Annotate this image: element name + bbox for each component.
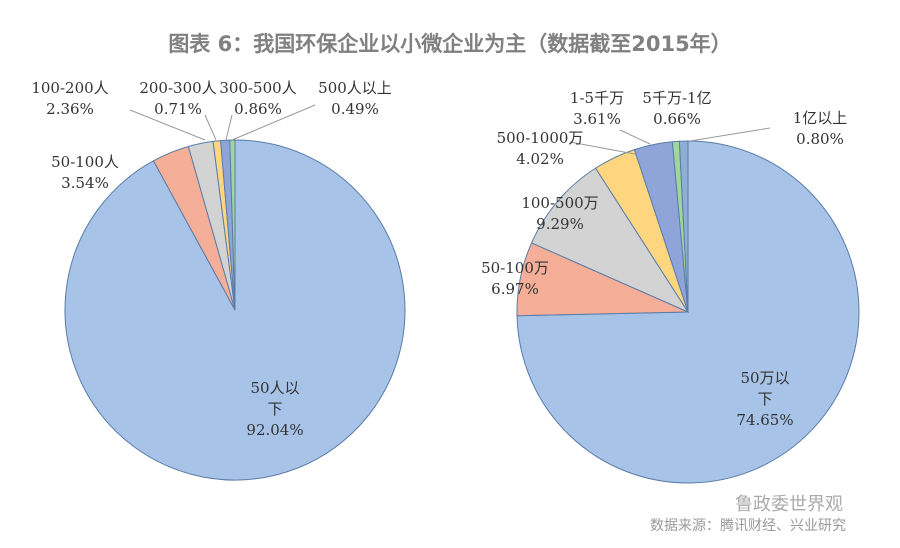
data-label: 300-500人 0.86%: [219, 78, 296, 120]
category-label: 100-500万: [521, 194, 599, 212]
category-label: 200-300人: [139, 79, 217, 97]
value-label: 9.29%: [536, 215, 584, 233]
value-label: 0.71%: [154, 100, 202, 118]
value-label: 0.66%: [653, 110, 701, 128]
category-label: 50-100人: [51, 153, 119, 171]
value-label: 92.04%: [246, 421, 304, 439]
data-label: 50-100万 6.97%: [481, 258, 549, 300]
data-label: 1-5千万 3.61%: [570, 88, 624, 130]
value-label: 6.97%: [491, 280, 539, 298]
leader-line: [129, 109, 206, 141]
data-label: 100-200人 2.36%: [31, 78, 108, 120]
category-label: 1-5千万: [569, 89, 625, 107]
data-label: 500-1000万 4.02%: [497, 128, 584, 170]
value-label: 2.36%: [46, 100, 94, 118]
chart-title: 图表 6：我国环保企业以小微企业为主（数据截至2015年）: [168, 32, 732, 56]
value-label: 3.54%: [61, 174, 109, 192]
watermark: 鲁政委世界观: [735, 494, 843, 515]
category-label: 下: [757, 390, 773, 408]
data-label: 1亿以上 0.80%: [793, 108, 848, 150]
leader-line: [231, 104, 316, 141]
leader-line: [569, 141, 641, 156]
data-label: 200-300人 0.71%: [139, 78, 216, 120]
leader-line: [225, 114, 233, 141]
leader-line: [689, 127, 771, 142]
pie-slice: [530, 167, 690, 314]
category-label: 1亿以上: [792, 109, 848, 127]
value-label: 4.02%: [516, 150, 564, 168]
category-label: 300-500人: [219, 79, 297, 97]
category-label: 50万以: [740, 369, 790, 387]
category-label: 50-100万: [481, 259, 549, 277]
source-note: 数据来源：腾讯财经、兴业研究: [650, 518, 846, 534]
category-label: 5千万-1亿: [642, 89, 712, 107]
data-label: 500人以上 0.49%: [318, 78, 392, 120]
value-label: 3.61%: [573, 110, 621, 128]
data-label: 5千万-1亿 0.66%: [642, 88, 711, 130]
data-label: 50万以下 74.65%: [736, 368, 793, 431]
category-label: 下: [267, 400, 283, 418]
value-label: 74.65%: [736, 411, 794, 429]
category-label: 500人以上: [318, 79, 392, 97]
data-label: 100-500万 9.29%: [521, 193, 598, 235]
category-label: 50人以: [250, 379, 300, 397]
pie-slice: [64, 139, 406, 481]
leader-line: [619, 129, 651, 145]
category-label: 100-200人: [31, 79, 109, 97]
value-label: 0.86%: [234, 100, 282, 118]
value-label: 0.49%: [331, 100, 379, 118]
value-label: 0.80%: [796, 130, 844, 148]
leader-line: [204, 114, 217, 141]
data-label: 50人以下 92.04%: [246, 378, 303, 441]
category-label: 500-1000万: [496, 129, 584, 147]
data-label: 50-100人 3.54%: [51, 152, 119, 194]
pie-slice: [678, 140, 689, 313]
